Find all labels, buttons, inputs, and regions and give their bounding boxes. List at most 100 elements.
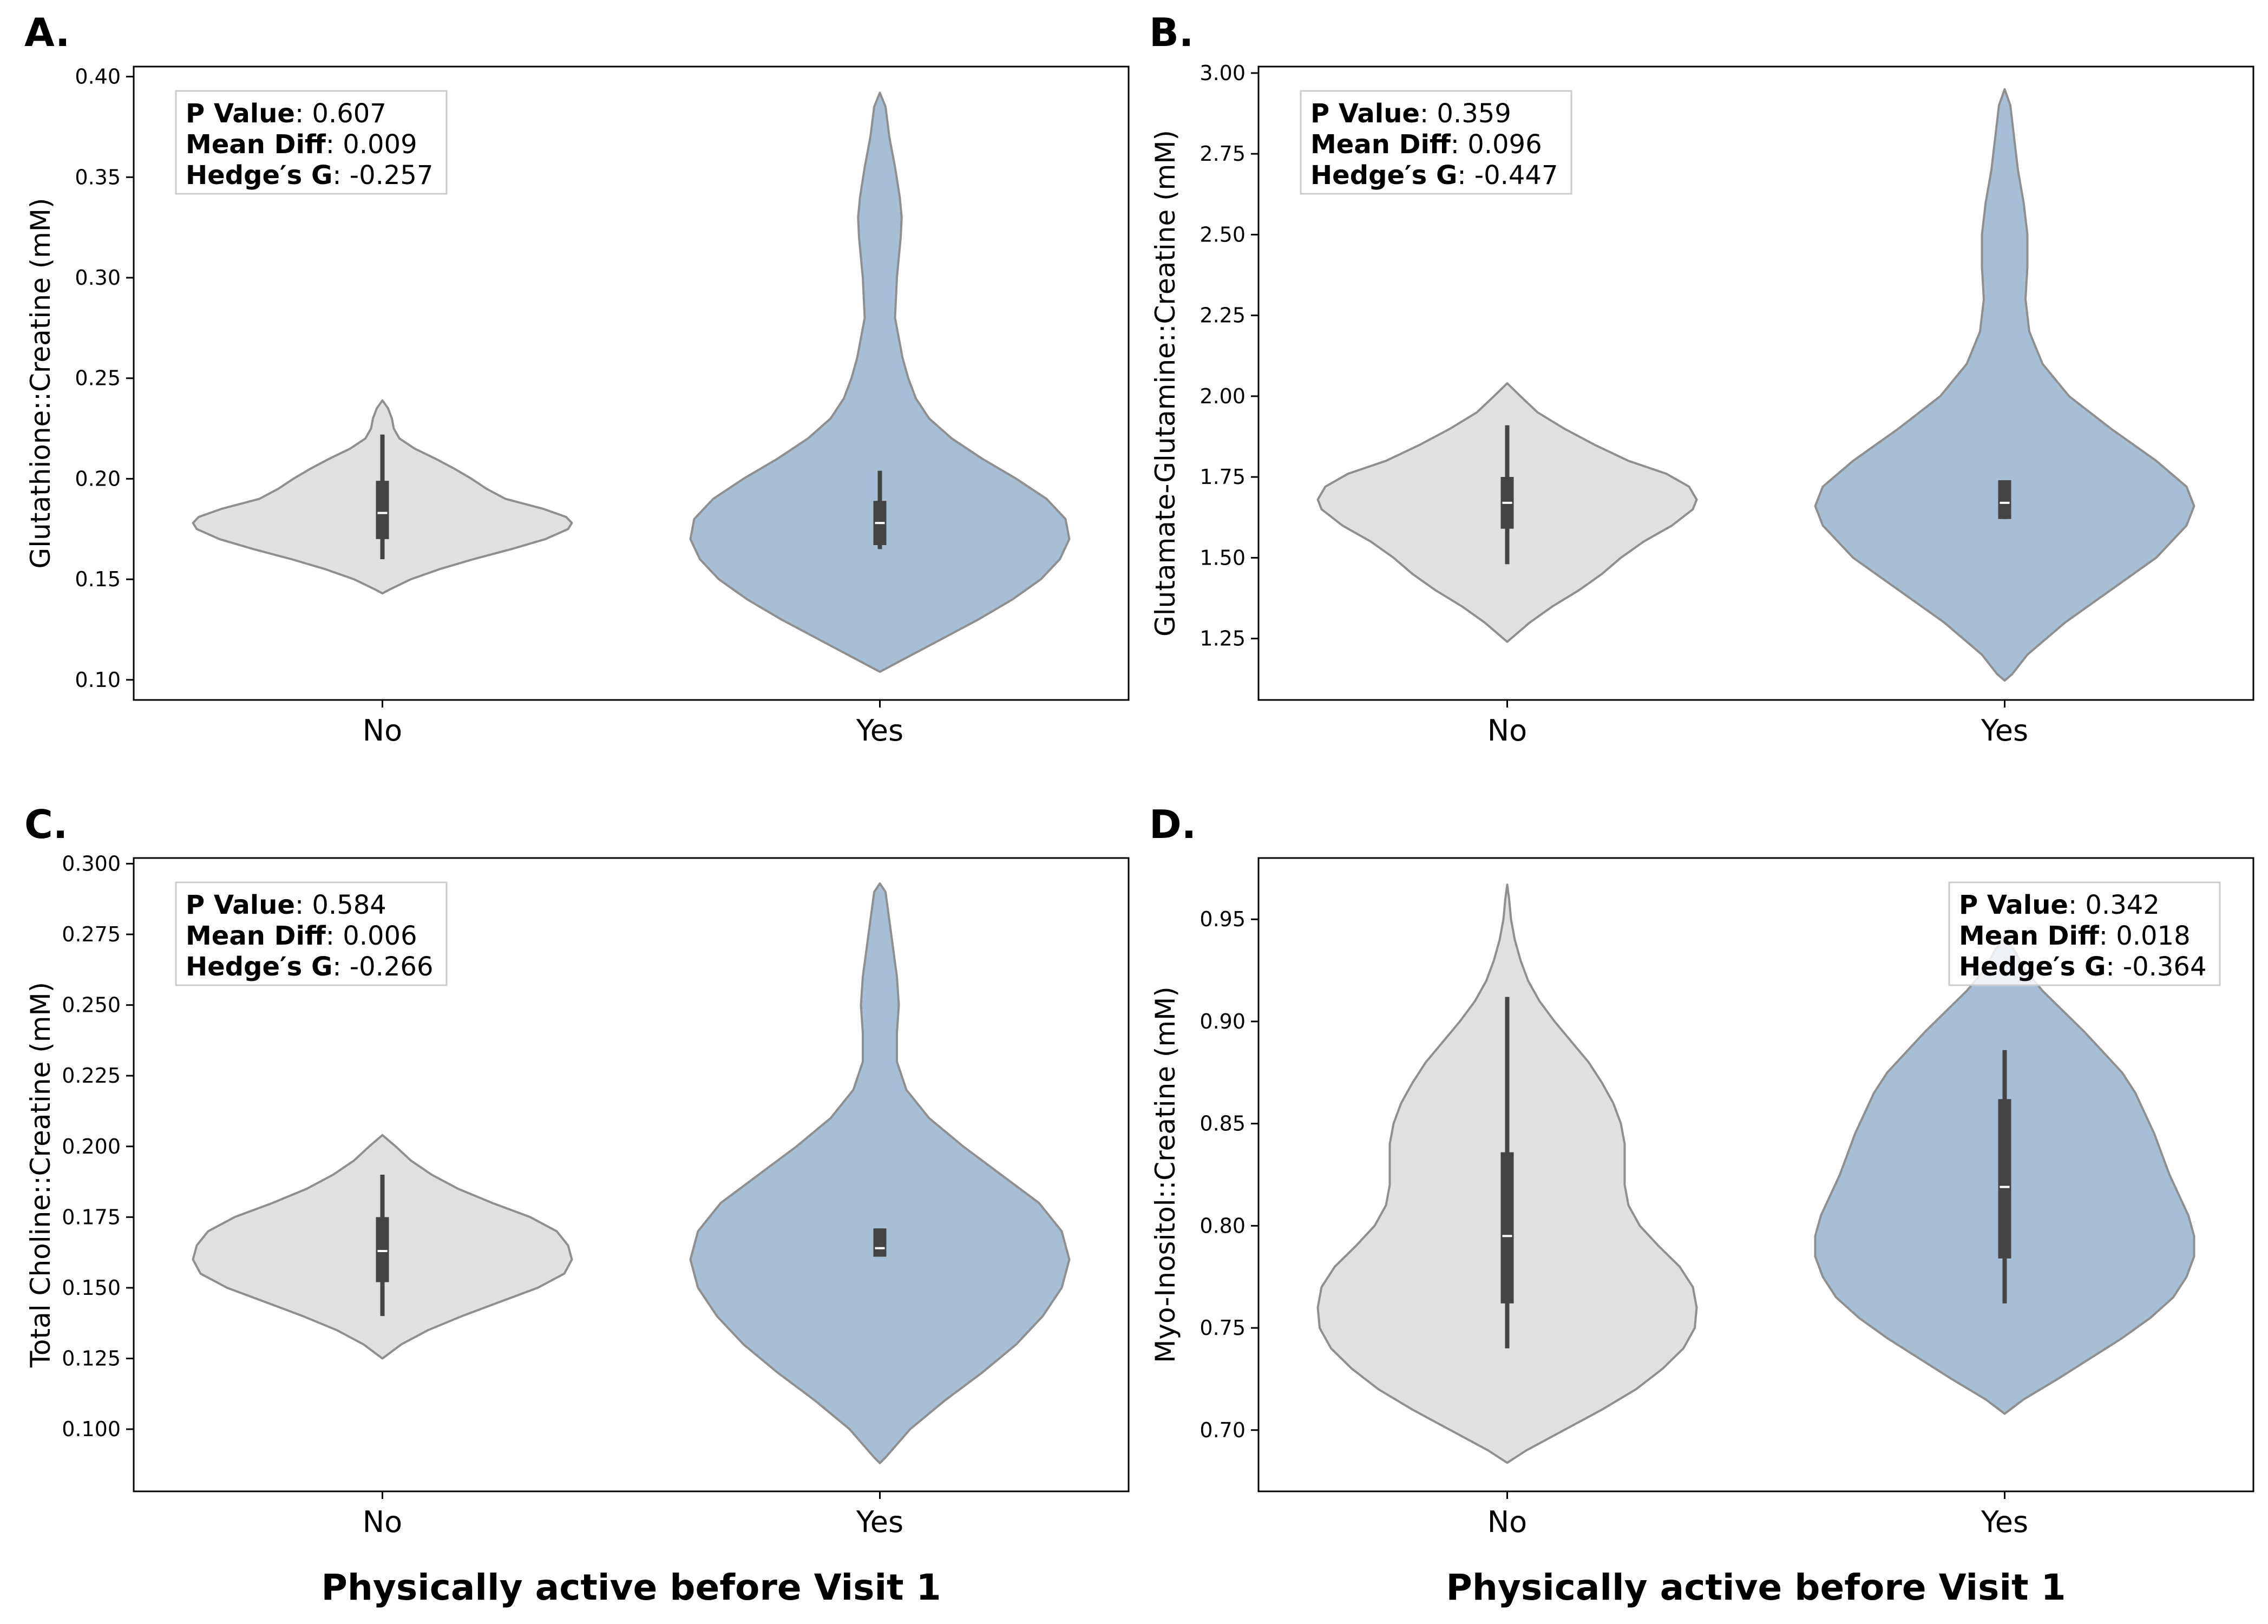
stat-hedges-g: Hedge′s G: -0.447: [1310, 160, 1558, 191]
x-tick-label-no: No: [363, 713, 402, 748]
y-tick-label: 0.10: [75, 668, 121, 692]
stat-p-value: P Value: 0.359: [1310, 99, 1511, 129]
y-tick-label: 0.20: [75, 467, 121, 490]
chart-panel-d: D. 0.70 0.75 0.80 0.85 0.90 0.95 No Yes Myo-Inosi…: [1149, 802, 2254, 1608]
stat-mean-diff-label: Mean Diff: [1959, 921, 2100, 951]
stat-p-value-label: P Value: [186, 99, 295, 129]
stat-mean-diff: Mean Diff: 0.009: [186, 129, 417, 160]
stat-p-value-value: : 0.359: [1420, 99, 1511, 129]
x-tick-label-yes: Yes: [1981, 1505, 2028, 1539]
y-tick-label: 0.95: [1199, 907, 1246, 931]
stat-p-value-value: : 0.584: [295, 890, 386, 920]
stat-mean-diff-label: Mean Diff: [186, 129, 326, 160]
stat-p-value: P Value: 0.584: [186, 890, 386, 920]
stat-mean-diff: Mean Diff: 0.006: [186, 921, 417, 951]
y-tick-label: 0.275: [62, 922, 121, 946]
stats-box-frame: [1300, 90, 1572, 195]
y-tick-label: 0.175: [62, 1205, 121, 1229]
y-axis-label: Total Choline::Creatine (mM): [25, 982, 56, 1368]
panel-label: A.: [24, 10, 70, 55]
y-tick-label: 1.75: [1199, 465, 1246, 489]
iqr-box-yes: [1998, 1099, 2011, 1259]
stat-hedges-g-value: : -0.447: [1457, 160, 1558, 191]
y-tick-label: 1.50: [1199, 546, 1246, 569]
iqr-box-yes: [873, 1228, 887, 1257]
y-tick-label: 2.75: [1199, 142, 1246, 166]
chart-panel-b: B. 1.25 1.50 1.75 2.00 2.25 2.50 2.75 3.00 No Yes G…: [1149, 10, 2254, 748]
x-tick-label-no: No: [1487, 1505, 1527, 1539]
iqr-box-no: [376, 481, 389, 539]
iqr-box-no: [376, 1217, 389, 1282]
y-tick-label: 0.150: [62, 1276, 121, 1300]
stat-mean-diff-value: : 0.006: [326, 921, 417, 951]
axes-frame: [133, 66, 1130, 701]
y-tick-label: 0.70: [1199, 1418, 1246, 1442]
chart-panel-a: A. 0.10 0.15 0.20 0.25 0.30 0.35 0.40 No Yes Gluta…: [24, 10, 1130, 748]
panel-label: D.: [1149, 802, 1196, 847]
y-axis-label: Myo-Inositol::Creatine (mM): [1150, 986, 1181, 1363]
stat-hedges-g-value: : -0.257: [332, 160, 433, 191]
y-tick-label: 0.25: [75, 366, 121, 390]
stat-p-value-value: : 0.342: [2068, 890, 2160, 920]
stat-mean-diff: Mean Diff: 0.018: [1959, 921, 2191, 951]
stat-hedges-g-label: Hedge′s G: [186, 160, 332, 191]
x-tick-label-no: No: [363, 1505, 402, 1539]
y-tick-label: 0.90: [1199, 1010, 1246, 1033]
stat-mean-diff-label: Mean Diff: [186, 921, 326, 951]
stat-p-value-label: P Value: [186, 890, 295, 920]
y-tick-label: 0.80: [1199, 1214, 1246, 1237]
y-tick-label: 0.200: [62, 1135, 121, 1158]
stat-p-value: P Value: 0.607: [186, 99, 386, 129]
stat-p-value: P Value: 0.342: [1959, 890, 2160, 920]
stat-hedges-g-label: Hedge′s G: [1310, 160, 1457, 191]
y-tick-label: 2.25: [1199, 304, 1246, 328]
stat-mean-diff-value: : 0.096: [1451, 129, 1542, 160]
stat-hedges-g-label: Hedge′s G: [1959, 952, 2106, 982]
x-tick-label-yes: Yes: [856, 1505, 903, 1539]
x-tick-label-yes: Yes: [856, 713, 903, 748]
stats-box-frame: [175, 90, 448, 195]
stat-hedges-g-value: : -0.266: [332, 952, 433, 982]
y-tick-label: 1.25: [1199, 627, 1246, 651]
stat-mean-diff-label: Mean Diff: [1310, 129, 1451, 160]
y-tick-label: 0.40: [75, 65, 121, 89]
y-axis-label: Glutathione::Creatine (mM): [25, 198, 56, 569]
y-tick-label: 0.125: [62, 1347, 121, 1371]
stat-mean-diff: Mean Diff: 0.096: [1310, 129, 1542, 160]
y-tick-label: 0.100: [62, 1417, 121, 1441]
y-tick-label: 0.250: [62, 993, 121, 1017]
y-tick-label: 0.225: [62, 1064, 121, 1088]
axes-frame: [1257, 857, 2254, 1492]
x-tick-label-no: No: [1487, 713, 1527, 748]
axes-frame: [1257, 66, 2254, 701]
y-tick-label: 0.300: [62, 852, 121, 875]
y-tick-label: 0.35: [75, 165, 121, 189]
panel-label: C.: [24, 802, 68, 847]
stat-p-value-label: P Value: [1310, 99, 1420, 129]
chart-panel-c: C. 0.100 0.125 0.150 0.175 0.200 0.225 0.250 0.2…: [24, 802, 1130, 1608]
stat-p-value-value: : 0.607: [295, 99, 386, 129]
y-tick-label: 2.50: [1199, 222, 1246, 246]
y-axis-label: Glutamate-Glutamine::Creatine (mM): [1150, 130, 1181, 637]
violin-yes: [689, 882, 1071, 1464]
panel-label: B.: [1149, 10, 1194, 55]
y-tick-label: 3.00: [1199, 61, 1246, 85]
x-axis-label: Physically active before Visit 1: [1446, 1567, 2066, 1608]
y-tick-label: 2.00: [1199, 384, 1246, 408]
x-tick-label-yes: Yes: [1981, 713, 2028, 748]
stat-p-value-label: P Value: [1959, 890, 2068, 920]
stat-hedges-g-value: : -0.364: [2106, 952, 2206, 982]
stats-box-frame: [1948, 881, 2221, 986]
y-tick-label: 0.30: [75, 266, 121, 290]
stat-hedges-g-label: Hedge′s G: [186, 952, 332, 982]
axes-frame: [133, 857, 1130, 1492]
stats-box-frame: [175, 881, 448, 986]
violin-yes: [689, 91, 1071, 673]
stat-mean-diff-value: : 0.009: [326, 129, 417, 160]
stat-hedges-g: Hedge′s G: -0.266: [186, 952, 434, 982]
